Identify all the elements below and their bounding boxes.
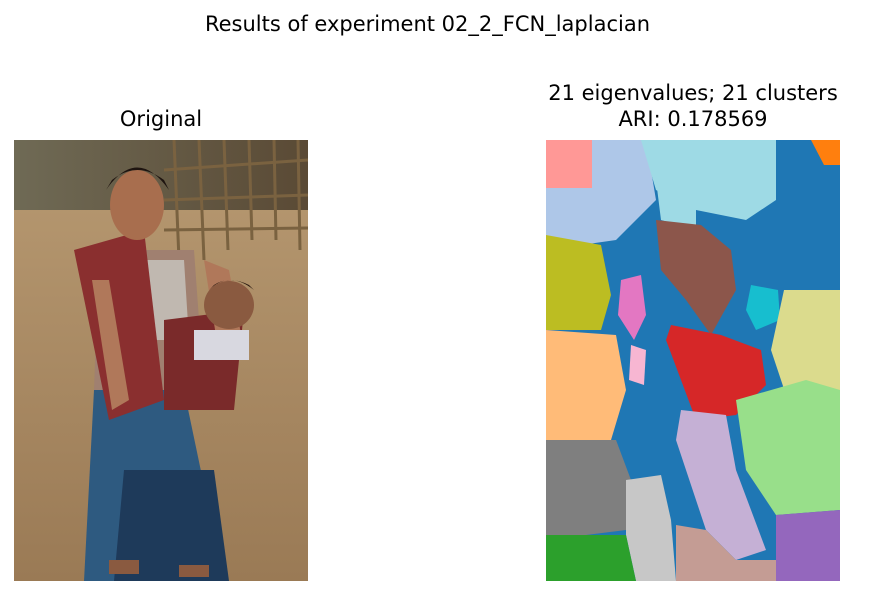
original-photo-drawing — [14, 140, 308, 581]
original-panel-title: Original — [119, 107, 203, 131]
cluster-panel-title-line1: 21 eigenvalues; 21 clusters — [548, 81, 838, 105]
cluster-panel-title: 21 eigenvalues; 21 clusters ARI: 0.17856… — [500, 80, 881, 132]
cluster-map — [546, 140, 840, 581]
original-photo — [14, 140, 308, 581]
cluster-panel-title-line2: ARI: 0.178569 — [618, 107, 768, 131]
cluster-map-drawing — [546, 140, 840, 581]
figure-suptitle: Results of experiment 02_2_FCN_laplacian — [204, 12, 651, 36]
